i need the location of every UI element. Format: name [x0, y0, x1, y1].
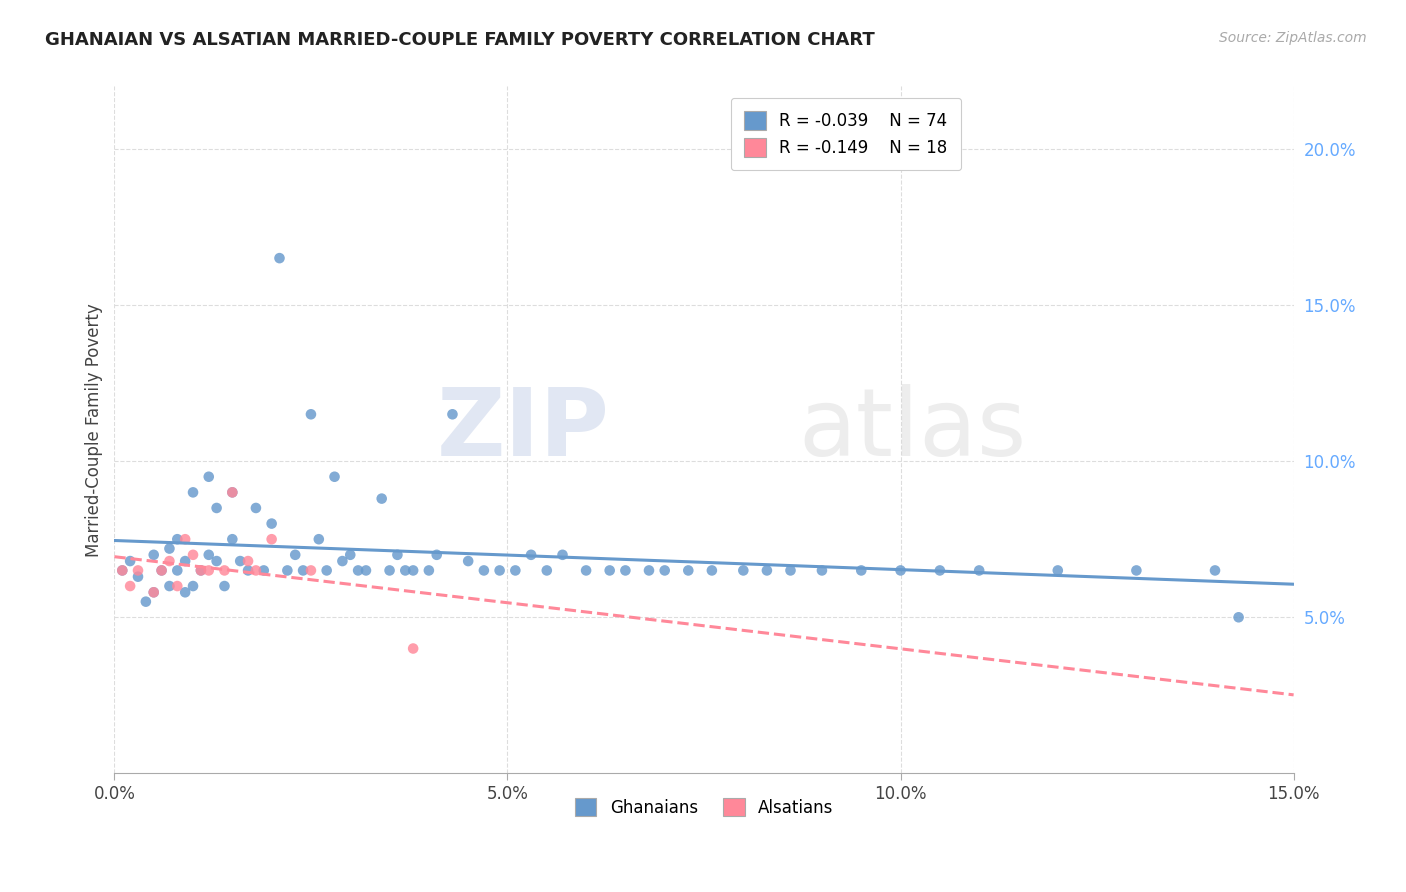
Point [402, 563, 425, 577]
Point [755, 563, 778, 577]
Point [150, 563, 173, 577]
Point [236, 554, 259, 568]
Point [150, 563, 173, 577]
Point [181, 548, 204, 562]
Point [678, 563, 700, 577]
Point [127, 570, 149, 584]
Point [654, 563, 676, 577]
Point [197, 563, 219, 577]
Point [292, 563, 315, 577]
Point [488, 563, 510, 577]
Point [575, 563, 598, 577]
Point [159, 554, 181, 568]
Point [890, 563, 912, 577]
Point [197, 469, 219, 483]
Point [426, 548, 449, 562]
Point [700, 563, 723, 577]
Point [221, 485, 243, 500]
Point [347, 563, 370, 577]
Point [928, 563, 950, 577]
Point [166, 532, 188, 546]
Point [402, 641, 425, 656]
Point [378, 563, 401, 577]
Point [551, 548, 574, 562]
Point [811, 563, 834, 577]
Point [142, 548, 165, 562]
Text: ZIP: ZIP [437, 384, 610, 476]
Point [1046, 563, 1069, 577]
Point [159, 541, 181, 556]
Point [520, 548, 543, 562]
Point [205, 500, 228, 515]
Point [1204, 563, 1226, 577]
Point [229, 554, 252, 568]
Point [269, 251, 291, 265]
Point [418, 563, 440, 577]
Point [472, 563, 495, 577]
Point [142, 585, 165, 599]
Point [370, 491, 392, 506]
Point [733, 563, 755, 577]
Point [308, 532, 330, 546]
Point [299, 563, 322, 577]
Point [1227, 610, 1250, 624]
Point [190, 563, 212, 577]
Point [245, 500, 267, 515]
Point [260, 532, 283, 546]
Point [181, 485, 204, 500]
Point [339, 548, 361, 562]
Point [221, 532, 243, 546]
Point [536, 563, 558, 577]
Point [174, 554, 197, 568]
Point [166, 579, 188, 593]
Point [851, 563, 873, 577]
Point [142, 585, 165, 599]
Point [284, 548, 307, 562]
Point [135, 595, 157, 609]
Point [127, 563, 149, 577]
Point [214, 579, 236, 593]
Point [214, 563, 236, 577]
Point [236, 563, 259, 577]
Point [332, 554, 354, 568]
Point [253, 563, 276, 577]
Point [120, 554, 142, 568]
Point [354, 563, 377, 577]
Point [245, 563, 267, 577]
Point [394, 563, 416, 577]
Point [221, 485, 243, 500]
Point [276, 563, 298, 577]
Point [323, 469, 346, 483]
Y-axis label: Married-Couple Family Poverty: Married-Couple Family Poverty [86, 303, 103, 557]
Point [120, 579, 142, 593]
Text: Source: ZipAtlas.com: Source: ZipAtlas.com [1219, 31, 1367, 45]
Point [174, 585, 197, 599]
Point [967, 563, 990, 577]
Point [181, 579, 204, 593]
Point [599, 563, 621, 577]
Point [638, 563, 661, 577]
Point [299, 407, 322, 421]
Point [166, 563, 188, 577]
Legend: Ghanaians, Alsatians: Ghanaians, Alsatians [568, 791, 839, 823]
Text: GHANAIAN VS ALSATIAN MARRIED-COUPLE FAMILY POVERTY CORRELATION CHART: GHANAIAN VS ALSATIAN MARRIED-COUPLE FAMI… [45, 31, 875, 49]
Point [111, 563, 134, 577]
Point [205, 554, 228, 568]
Point [505, 563, 527, 577]
Point [190, 563, 212, 577]
Point [1125, 563, 1147, 577]
Point [111, 563, 134, 577]
Point [315, 563, 337, 577]
Point [441, 407, 464, 421]
Point [457, 554, 479, 568]
Point [260, 516, 283, 531]
Point [174, 532, 197, 546]
Point [779, 563, 801, 577]
Point [197, 548, 219, 562]
Point [159, 579, 181, 593]
Text: atlas: atlas [799, 384, 1026, 476]
Point [387, 548, 409, 562]
Point [614, 563, 637, 577]
